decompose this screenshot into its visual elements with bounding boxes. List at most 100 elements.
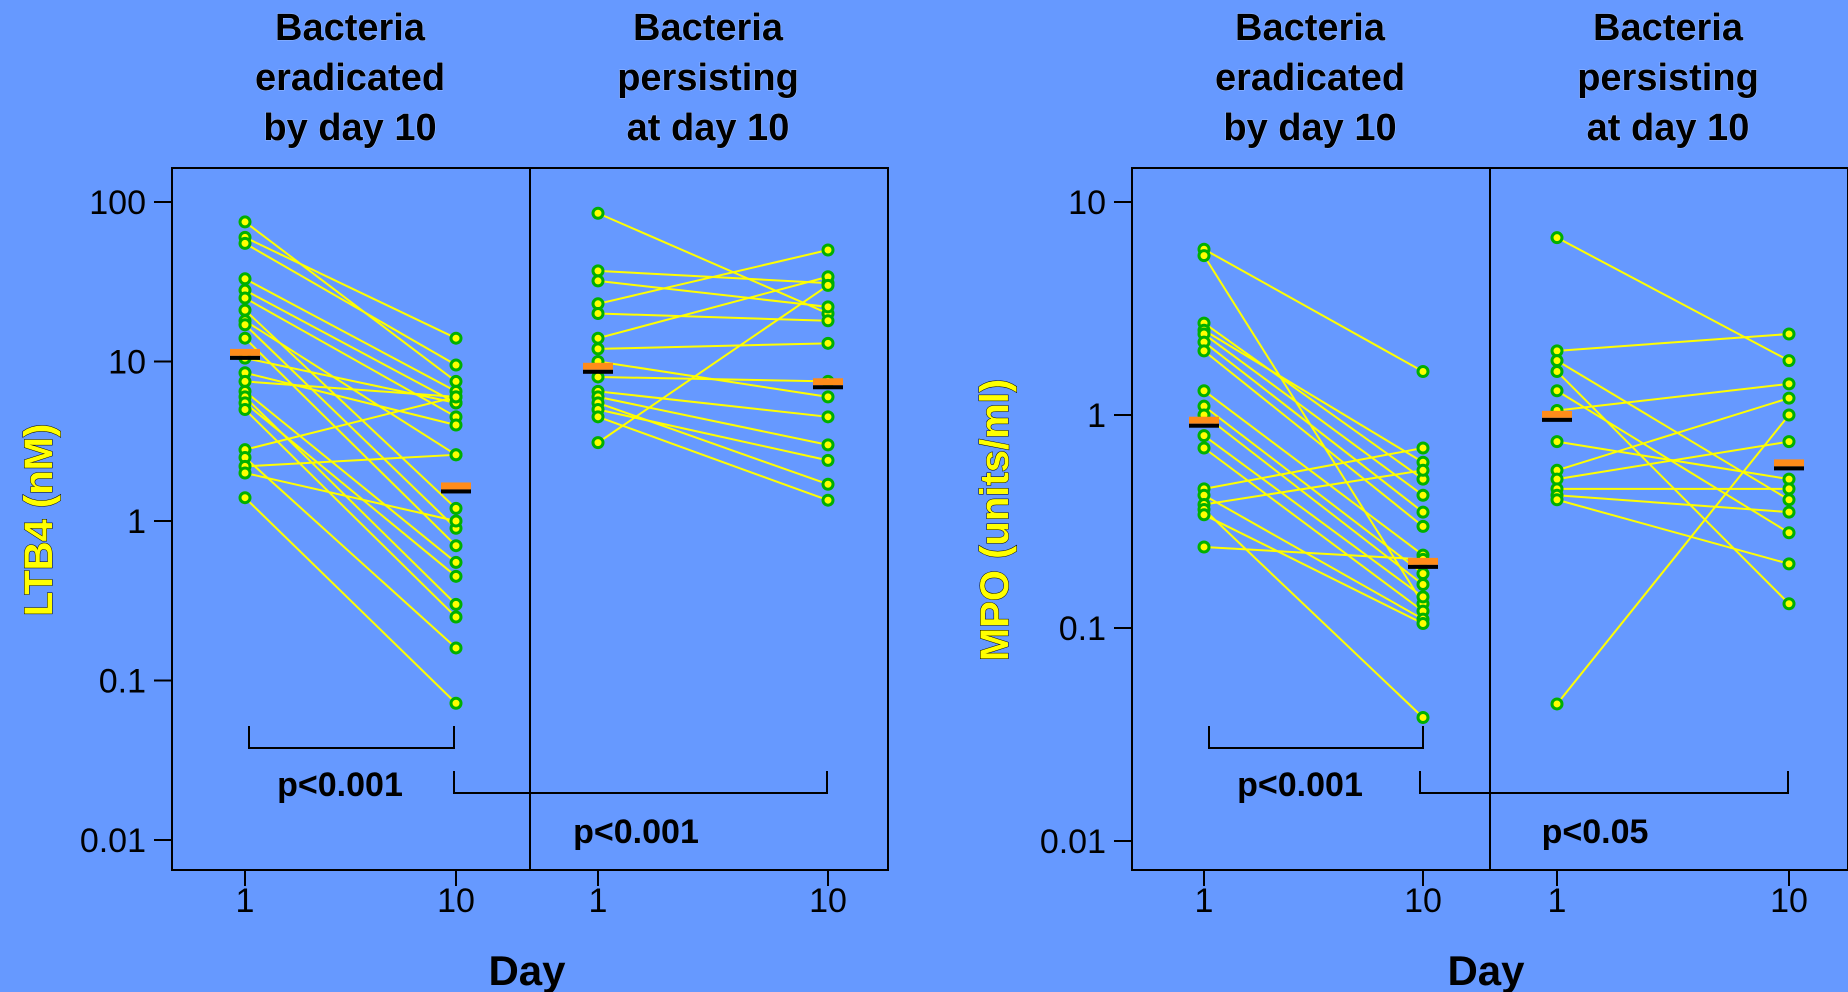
chart2-panel1-point-day1 [1197,441,1211,455]
chart1-panel1-point-day10 [449,569,463,583]
chart1-panel2-point-day1 [591,331,605,345]
chart1-panel1-point-day1 [238,291,252,305]
chart2-panel2-point-day1 [1550,354,1564,368]
chart2-panel2-xtick-label: 1 [1548,882,1567,920]
chart2-x-axis-label: Day [1447,947,1525,992]
chart2-panel1-pair-line [1203,322,1424,480]
chart1-panel1-point-day1 [238,466,252,480]
chart1-panel1-pair-line [244,337,457,547]
chart1-panel2-pair-line [597,375,829,383]
chart1-panel2-pair-line [597,342,829,350]
chart2-panel2-point-day1 [1550,231,1564,245]
chart2-panel1-point-day10 [1416,505,1430,519]
chart1-panel1-point-day1 [238,318,252,332]
chart1-significance-bracket [453,771,828,794]
chart2-panel2-median-marker [1542,410,1572,418]
chart1-panel1-point-day10 [449,539,463,553]
chart1-panel1-point-day10 [449,597,463,611]
chart1-panel1-point-day1 [238,303,252,317]
chart1-panel2-point-day10 [821,336,835,350]
chart2-panel2-point-day10 [1782,505,1796,519]
chart2-panel1-point-day10 [1416,567,1430,581]
chart2-panel2-point-day1 [1550,493,1564,507]
chart1-panel1-xtick-label: 10 [437,882,475,920]
chart1-panel2-pair-line [597,212,829,315]
chart1-panel1-header-line: eradicated [255,57,445,99]
chart1-panel2-point-day10 [821,243,835,257]
chart2-significance-bracket [1419,771,1789,794]
chart2-panel1-xtick-label: 10 [1404,882,1442,920]
chart2-panel1-point-day10 [1416,488,1430,502]
chart1-panel1-pair-line [244,472,457,522]
chart2-panel1-pair-line [1203,405,1424,575]
chart1-x-axis-label: Day [488,947,566,992]
chart1-p-value-label: p<0.001 [277,766,403,804]
chart1-panel2-point-day1 [591,342,605,356]
chart2-panel2-point-day1 [1550,697,1564,711]
chart1-panel2-median-marker [583,362,613,370]
chart2-panel1-point-day10 [1416,578,1430,592]
chart1-panel2-point-day10 [821,493,835,507]
chart1-panel1-point-day10 [449,448,463,462]
chart2-panel2-pair-line [1556,494,1790,514]
chart1-panel2-xtick-label: 1 [589,882,608,920]
chart1-panel1-point-day1 [238,272,252,286]
chart2-panel2-point-day10 [1782,557,1796,571]
chart2-panel2-pair-line [1556,370,1790,605]
chart2-panel2-point-day10 [1782,354,1796,368]
chart1-panel2-point-day10 [821,300,835,314]
chart2-panel1-point-day10 [1416,616,1430,630]
chart1-panel1-pair-line [244,496,457,704]
chart2-panel1-pair-line [1203,546,1424,561]
chart2-panel2-point-day10 [1782,391,1796,405]
chart1-panel1-pair-line [244,236,457,340]
chart2-panel2-point-day10 [1782,408,1796,422]
chart1-panel2-point-day1 [591,274,605,288]
chart1-panel2-point-day10 [821,314,835,328]
chart1-ytick-label: 1 [127,503,146,541]
chart2-panel2-header-line: Bacteria [1593,7,1744,49]
chart1-panel1-point-day10 [449,418,463,432]
chart2-panel1-pair-line [1203,389,1424,556]
chart2-panel2-pair-line [1556,333,1790,352]
chart1-panel1-point-day1 [238,491,252,505]
chart2-panel2-point-day1 [1550,435,1564,449]
chart1-panel2-pair-line [597,395,829,446]
chart2-p-value-label: p<0.001 [1237,766,1363,804]
chart1-panel1-pair-line [244,395,457,451]
chart2-panel1-point-day10 [1416,463,1430,477]
chart2-panel1-point-day10 [1416,711,1430,725]
chart2-panel1-pair-line [1203,248,1424,373]
chart2-panel1-median-marker-base [1189,423,1219,428]
chart1-panel2-point-day1 [591,436,605,450]
chart2-panel1-header-line: Bacteria [1235,7,1386,49]
chart2-panel1-pair-line [1203,255,1424,605]
chart2-p-value-label: p<0.05 [1542,813,1649,851]
chart2-panel1-pair-line [1203,508,1424,719]
chart2-panel1-pair-line [1203,350,1424,528]
chart2-y-axis-label: MPO (units/ml) [973,379,1017,661]
chart1-panel1-pair-line [244,319,457,456]
chart2-panel2-pair-line [1556,382,1790,412]
chart1-panel2-median-marker-base [583,369,613,374]
chart2-ytick-label: 1 [1087,397,1106,435]
chart1-panel2-point-day10 [821,390,835,404]
chart1-panel1-point-day10 [449,555,463,569]
chart2-panel2-pair-line [1556,498,1790,565]
chart1-panel2-header-line: persisting [617,57,799,99]
chart1-panel1-pair-line [244,453,457,468]
chart1-panel2-point-day1 [591,410,605,424]
chart2-panel1-pair-line [1203,333,1424,497]
chart2-panel2-median-marker-base [1542,417,1572,422]
chart1-panel1-pair-line [244,297,457,418]
chart1-panel1-median-marker [441,482,471,490]
chart1-panel2-pair-line [597,408,829,462]
chart2-panel1-pair-line [1203,329,1424,464]
chart2-panel2-point-day10 [1782,493,1796,507]
chart2-panel1-point-day1 [1197,249,1211,263]
chart2-panel2-point-day1 [1550,384,1564,398]
chart2-panel1-median-marker-base [1408,564,1438,569]
chart1-panel1-pair-line [244,289,457,404]
chart1-panel2-median-marker-base [813,385,843,390]
chart1-panel2-point-day1 [591,206,605,220]
